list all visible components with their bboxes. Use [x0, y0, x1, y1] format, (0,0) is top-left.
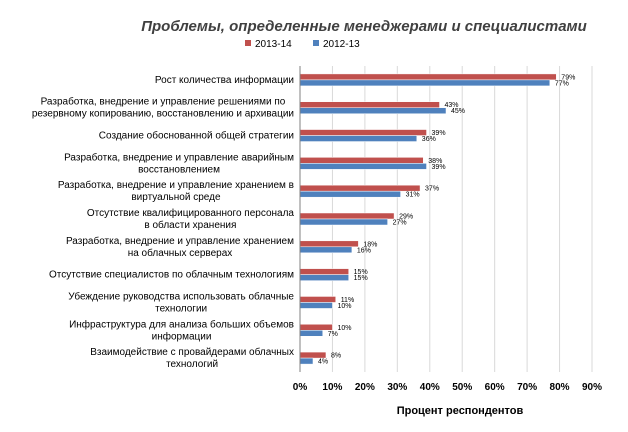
x-tick-label: 0% — [293, 382, 308, 393]
category-label: Инфраструктура для анализа больших объем… — [69, 318, 294, 342]
category-labels: Рост количества информации Разработка, вн… — [32, 74, 295, 370]
bars — [299, 73, 557, 365]
bar-2012-13-10 — [299, 357, 314, 365]
bar-2013-14-8 — [299, 296, 336, 303]
x-tick-label: 60% — [485, 382, 505, 393]
category-label-line: виртуальной среде — [131, 192, 221, 203]
data-label: 31% — [406, 192, 420, 199]
bar-2013-14-2 — [299, 129, 427, 136]
data-label: 4% — [318, 359, 328, 366]
legend-swatch-2012-13 — [313, 40, 319, 46]
legend-label-2012-13: 2012-13 — [323, 39, 360, 50]
data-label: 38% — [428, 158, 442, 165]
data-label: 7% — [328, 331, 338, 338]
category-label: Убеждение руководства использовать облач… — [68, 290, 294, 314]
category-label-line: технологии — [155, 303, 207, 314]
data-labels: 79%77%43%45%39%36%38%39%37%31%29%27%18%1… — [318, 74, 575, 365]
bar-2012-13-2 — [299, 135, 418, 142]
bar-2013-14-7 — [299, 268, 349, 275]
bar-2012-13-9 — [299, 330, 323, 337]
bar-2012-13-8 — [299, 302, 333, 309]
x-tick-label: 10% — [322, 382, 342, 393]
category-label-line: в области хранения — [144, 219, 236, 231]
category-label-line: резервному копированию, восстановлению и… — [32, 109, 294, 120]
bar-2013-14-4 — [299, 184, 421, 192]
x-tick-label: 30% — [387, 382, 407, 393]
data-label: 15% — [354, 269, 368, 276]
category-label: Отсутствие специалистов по облачным техн… — [49, 269, 294, 281]
category-label-line: технологий — [166, 359, 218, 370]
category-label: Отсутствие квалифицированного персонала в… — [87, 207, 295, 231]
category-label-line: информации — [152, 330, 212, 342]
category-label: Разработка, внедрение и управление решен… — [32, 96, 294, 120]
bar-2013-14-6 — [299, 240, 359, 248]
legend: 2013-14 2012-13 — [245, 39, 360, 50]
category-label-line: Взаимодействие с провайдерами облачных — [90, 346, 294, 358]
bar-2012-13-7 — [299, 274, 349, 281]
x-tick-label: 80% — [550, 382, 570, 393]
data-label: 39% — [432, 130, 446, 137]
data-label: 45% — [451, 108, 465, 115]
gridlines — [331, 66, 593, 372]
bar-2013-14-3 — [299, 157, 424, 164]
x-tick-label: 70% — [517, 382, 537, 393]
category-label-line: Отсутствие специалистов по облачным техн… — [49, 269, 294, 281]
category-label-line: восстановлением — [138, 164, 220, 175]
category-label: Создание обоснованной общей стратегии — [99, 130, 294, 142]
category-label-line: Создание обоснованной общей стратегии — [99, 130, 294, 142]
bar-2013-14-10 — [299, 351, 327, 359]
category-label-line: Убеждение руководства использовать облач… — [68, 290, 294, 302]
bar-2013-14-1 — [299, 101, 440, 108]
x-tick-label: 50% — [452, 382, 472, 393]
chart-title: Проблемы, определенные менеджерами и спе… — [141, 18, 587, 35]
category-label: Разработка, внедрение и управление авари… — [64, 151, 294, 175]
bar-2013-14-0 — [299, 73, 557, 81]
data-label: 15% — [354, 275, 368, 282]
category-label: Рост количества информации — [155, 74, 294, 86]
data-label: 43% — [445, 102, 459, 109]
category-label-line: Разработка, внедрение и управление хране… — [66, 235, 294, 247]
legend-swatch-2013-14 — [245, 40, 251, 46]
x-axis-label: Процент респондентов — [397, 405, 524, 417]
data-label: 16% — [357, 247, 371, 254]
category-label: Разработка, внедрение и управление хране… — [58, 179, 294, 203]
bar-2012-13-4 — [299, 190, 401, 198]
bar-2012-13-3 — [299, 163, 427, 170]
data-label: 79% — [561, 74, 575, 81]
category-label-line: Инфраструктура для анализа больших объем… — [69, 318, 294, 330]
category-label-line: Отсутствие квалифицированного персонала — [87, 207, 295, 219]
data-label: 10% — [337, 325, 351, 332]
category-label-line: Разработка, внедрение и управление хране… — [58, 179, 294, 191]
category-label-line: Рост количества информации — [155, 74, 294, 86]
legend-label-2013-14: 2013-14 — [255, 39, 292, 50]
data-label: 18% — [363, 241, 377, 248]
data-label: 11% — [341, 297, 355, 304]
data-label: 37% — [425, 186, 439, 193]
data-label: 36% — [422, 136, 436, 143]
data-label: 8% — [331, 353, 341, 360]
bar-2012-13-1 — [299, 107, 447, 114]
data-label: 77% — [555, 80, 569, 87]
x-tick-labels: 0% 10% 20% 30% 40% 50% 60% 70% 80% 90% — [293, 382, 602, 393]
category-label-line: Разработка, внедрение и управление решен… — [41, 96, 286, 108]
bar-2012-13-6 — [299, 246, 353, 254]
x-tick-label: 90% — [582, 382, 602, 393]
category-label: Разработка, внедрение и управление хране… — [66, 235, 294, 259]
category-label: Взаимодействие с провайдерами облачных те… — [90, 346, 294, 370]
category-label-line: Разработка, внедрение и управление авари… — [64, 151, 294, 163]
data-label: 10% — [337, 303, 351, 310]
x-tick-label: 20% — [355, 382, 375, 393]
bar-2012-13-5 — [299, 218, 388, 226]
bar-2012-13-0 — [299, 79, 551, 87]
data-label: 27% — [393, 220, 407, 227]
x-tick-label: 40% — [420, 382, 440, 393]
data-label: 39% — [432, 164, 446, 171]
bar-2013-14-9 — [299, 324, 333, 331]
category-label-line: на облачных серверах — [128, 247, 233, 259]
data-label: 29% — [399, 214, 413, 221]
bar-2013-14-5 — [299, 212, 395, 220]
